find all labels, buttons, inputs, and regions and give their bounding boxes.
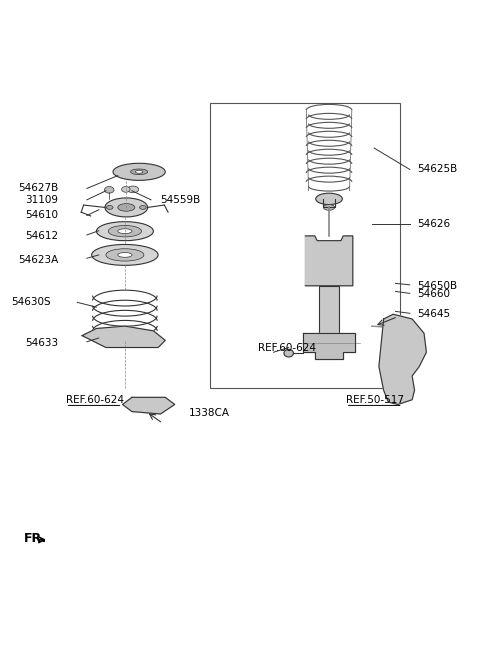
Ellipse shape xyxy=(107,206,113,210)
Text: 54623A: 54623A xyxy=(18,255,59,265)
Ellipse shape xyxy=(131,169,148,175)
Ellipse shape xyxy=(118,229,132,233)
Ellipse shape xyxy=(127,186,139,193)
Polygon shape xyxy=(122,397,175,414)
Text: 54645: 54645 xyxy=(417,309,450,319)
Ellipse shape xyxy=(284,350,293,357)
Ellipse shape xyxy=(135,170,143,173)
Ellipse shape xyxy=(106,249,144,261)
Text: 54650B: 54650B xyxy=(417,281,457,291)
Text: 1338CA: 1338CA xyxy=(189,407,230,418)
Text: 54625B: 54625B xyxy=(417,164,457,175)
Ellipse shape xyxy=(324,204,335,210)
Text: 54627B: 54627B xyxy=(18,183,59,193)
Ellipse shape xyxy=(92,244,158,265)
Text: REF.60-624: REF.60-624 xyxy=(258,344,316,353)
Ellipse shape xyxy=(108,225,142,237)
Ellipse shape xyxy=(113,164,165,181)
Ellipse shape xyxy=(140,206,146,210)
Text: REF.60-624: REF.60-624 xyxy=(66,395,123,405)
Ellipse shape xyxy=(118,204,135,211)
Ellipse shape xyxy=(316,193,342,204)
Ellipse shape xyxy=(116,331,133,340)
Bar xyxy=(210,103,400,388)
Polygon shape xyxy=(82,326,165,348)
Polygon shape xyxy=(305,236,353,286)
Polygon shape xyxy=(379,314,426,405)
Polygon shape xyxy=(303,333,355,359)
Text: 31109: 31109 xyxy=(25,195,59,205)
Ellipse shape xyxy=(393,348,417,375)
Text: 54610: 54610 xyxy=(25,210,59,221)
Text: 54633: 54633 xyxy=(25,338,59,348)
Text: REF.50-517: REF.50-517 xyxy=(346,395,404,405)
Ellipse shape xyxy=(305,236,315,240)
Ellipse shape xyxy=(105,187,114,193)
Text: 54559B: 54559B xyxy=(160,195,201,205)
Text: FR.: FR. xyxy=(24,532,47,545)
Bar xyxy=(319,286,339,340)
Ellipse shape xyxy=(121,187,130,193)
Ellipse shape xyxy=(399,355,411,368)
Ellipse shape xyxy=(105,198,148,217)
Ellipse shape xyxy=(118,252,132,258)
Text: 54626: 54626 xyxy=(417,219,450,229)
Ellipse shape xyxy=(96,221,154,240)
Text: 54630S: 54630S xyxy=(12,298,51,307)
Ellipse shape xyxy=(343,236,353,240)
Text: 54612: 54612 xyxy=(25,231,59,241)
Text: 54660: 54660 xyxy=(417,289,450,300)
